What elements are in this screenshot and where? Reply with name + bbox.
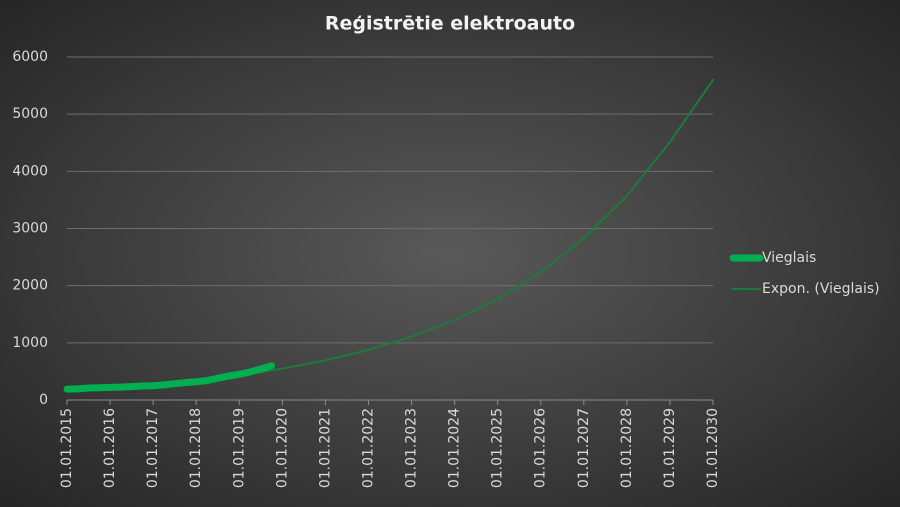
x-tick-label: 01.01.2024 — [447, 408, 463, 488]
x-tick-label: 01.01.2030 — [705, 408, 721, 488]
x-tick-label: 01.01.2023 — [404, 408, 420, 488]
y-tick-label: 2000 — [12, 278, 48, 294]
y-tick-label: 6000 — [12, 49, 48, 65]
x-tick-label: 01.01.2016 — [102, 408, 118, 488]
x-tick-label: 01.01.2022 — [360, 408, 376, 488]
x-tick-label: 01.01.2021 — [317, 408, 333, 488]
x-tick-label: 01.01.2027 — [576, 408, 592, 488]
x-tick-label: 01.01.2028 — [619, 408, 635, 488]
x-tick-label: 01.01.2018 — [188, 408, 204, 488]
y-tick-label: 3000 — [12, 221, 48, 237]
series-line — [63, 362, 276, 393]
x-tick-label: 01.01.2026 — [533, 408, 549, 488]
chart-title: Reģistrētie elektroauto — [325, 13, 575, 35]
x-tick-label: 01.01.2025 — [490, 408, 506, 488]
x-tick-label: 01.01.2020 — [274, 408, 290, 488]
legend-label: Vieglais — [762, 250, 816, 266]
x-tick-label: 01.01.2015 — [59, 408, 75, 488]
x-tick-label: 01.01.2029 — [662, 408, 678, 488]
y-tick-label: 4000 — [12, 163, 48, 179]
x-tick-label: 01.01.2017 — [145, 408, 161, 488]
legend-label: Expon. (Vieglais) — [762, 281, 880, 297]
y-tick-label: 0 — [39, 392, 48, 408]
x-tick-label: 01.01.2019 — [231, 408, 247, 488]
y-tick-label: 1000 — [12, 335, 48, 351]
y-tick-label: 5000 — [12, 106, 48, 122]
